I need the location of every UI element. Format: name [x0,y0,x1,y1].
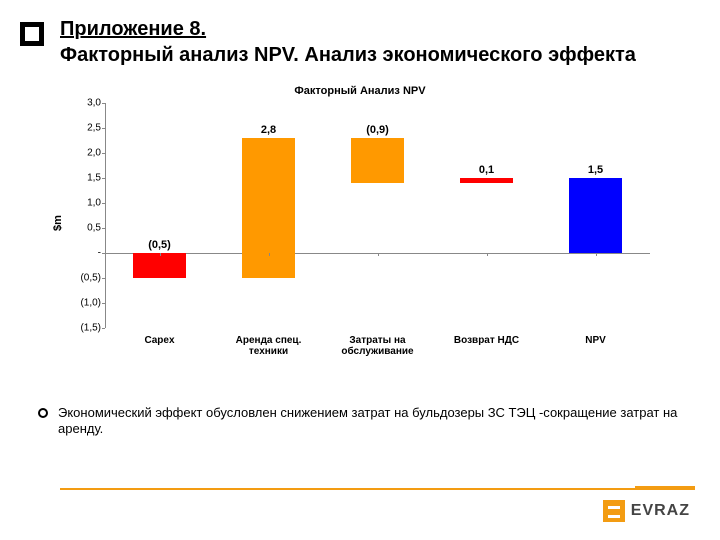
chart-plot-area: (1,5)(1,0)(0,5)-0,51,01,52,02,53,0(0,5)C… [105,103,650,328]
footer-divider [60,488,695,490]
y-tick-label: 2,0 [67,148,101,159]
bar-value-label: 1,5 [588,164,603,176]
x-tick-mark [269,253,270,256]
y-tick-label: 3,0 [67,98,101,109]
bar-value-label: (0,9) [366,124,389,136]
y-tick-mark [102,278,105,279]
x-tick-mark [487,253,488,256]
y-tick-mark [102,228,105,229]
slide: Приложение 8. Факторный анализ NPV. Анал… [0,0,720,540]
x-tick-mark [378,253,379,256]
y-tick-mark [102,328,105,329]
waterfall-bar [242,138,294,278]
y-tick-label: 1,5 [67,173,101,184]
y-tick-label: 2,5 [67,123,101,134]
x-category-label: Возврат НДС [432,335,541,346]
waterfall-bar [569,178,621,253]
waterfall-bar [351,138,403,183]
y-tick-mark [102,203,105,204]
x-category-label: NPV [541,335,650,346]
bullet-circle-icon [38,408,48,418]
x-tick-mark [596,253,597,256]
y-tick-mark [102,303,105,304]
bar-value-label: 2,8 [261,124,276,136]
evraz-logo-icon [603,500,625,522]
y-tick-mark [102,128,105,129]
y-tick-mark [102,153,105,154]
y-tick-label: (1,5) [67,323,101,334]
x-tick-mark [160,253,161,256]
evraz-logo-text: EVRAZ [631,502,690,520]
page-title-line1: Приложение 8. [60,18,206,41]
y-tick-mark [102,178,105,179]
y-tick-label: 0,5 [67,223,101,234]
x-category-label: Аренда спец. техники [214,335,323,357]
y-tick-label: 1,0 [67,198,101,209]
evraz-logo: EVRAZ [603,500,690,522]
title-bullet-square [20,22,44,46]
bullet-text: Экономический эффект обусловлен снижение… [58,405,688,438]
x-category-label: Capex [105,335,214,346]
waterfall-bar [133,253,185,278]
y-tick-label: (0,5) [67,273,101,284]
bar-value-label: (0,5) [148,239,171,251]
page-title-line2: Факторный анализ NPV. Анализ экономическ… [60,44,636,67]
y-tick-mark [102,103,105,104]
npv-waterfall-chart: Факторный Анализ NPV $m (1,5)(1,0)(0,5)-… [60,85,660,360]
x-category-label: Затраты на обслуживание [323,335,432,357]
bar-value-label: 0,1 [479,164,494,176]
waterfall-bar [460,178,512,183]
chart-title: Факторный Анализ NPV [60,85,660,97]
y-axis [105,103,106,328]
y-tick-label: (1,0) [67,298,101,309]
chart-ylabel: $m [52,215,64,231]
y-tick-label: - [67,248,101,259]
